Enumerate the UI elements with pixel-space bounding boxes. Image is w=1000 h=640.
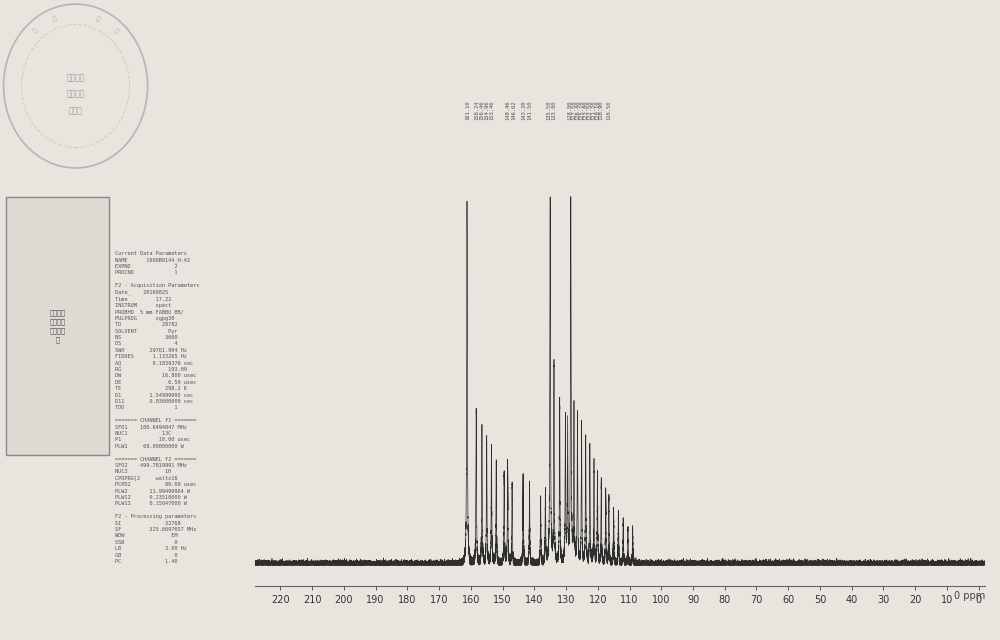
Text: 123.80: 123.80: [583, 100, 588, 120]
Text: 大: 大: [94, 15, 100, 22]
Text: 学: 学: [113, 28, 119, 35]
Text: 148.46: 148.46: [505, 100, 510, 120]
Text: 153.46: 153.46: [489, 100, 494, 120]
Text: 深圳大学
分析测试
中心专用
章: 深圳大学 分析测试 中心专用 章: [50, 309, 66, 344]
Text: 156.46: 156.46: [480, 100, 485, 120]
Text: 122.50: 122.50: [587, 100, 592, 120]
Text: 121.20: 121.20: [591, 100, 596, 120]
Text: 161.10: 161.10: [465, 100, 470, 120]
Text: 中: 中: [32, 28, 38, 35]
Text: 116.50: 116.50: [606, 100, 611, 120]
Text: 中大学测: 中大学测: [66, 74, 85, 83]
Text: Current Data Parameters
NAME      1608B0144_H-42
EXPNO              2
PROCNO    : Current Data Parameters NAME 1608B0144_H…: [115, 251, 199, 564]
Text: 143.20: 143.20: [522, 100, 527, 120]
Text: 0 ppm: 0 ppm: [954, 591, 985, 600]
Text: 141.50: 141.50: [527, 100, 532, 120]
Text: 127.50: 127.50: [571, 100, 576, 120]
Text: 128.90: 128.90: [567, 100, 572, 120]
FancyBboxPatch shape: [6, 197, 109, 456]
Text: 120.10: 120.10: [595, 100, 600, 120]
Text: 154.96: 154.96: [484, 100, 489, 120]
Text: 分析测试: 分析测试: [66, 90, 85, 99]
Text: 133.80: 133.80: [551, 100, 556, 120]
Text: 146.62: 146.62: [511, 100, 516, 120]
Text: 山: 山: [51, 15, 57, 22]
Text: 126.40: 126.40: [575, 100, 580, 120]
Text: 125.10: 125.10: [579, 100, 584, 120]
Text: 118.90: 118.90: [599, 100, 604, 120]
Text: 135.50: 135.50: [546, 100, 551, 120]
Text: 158.24: 158.24: [474, 100, 479, 120]
Text: 专用章: 专用章: [69, 106, 83, 115]
